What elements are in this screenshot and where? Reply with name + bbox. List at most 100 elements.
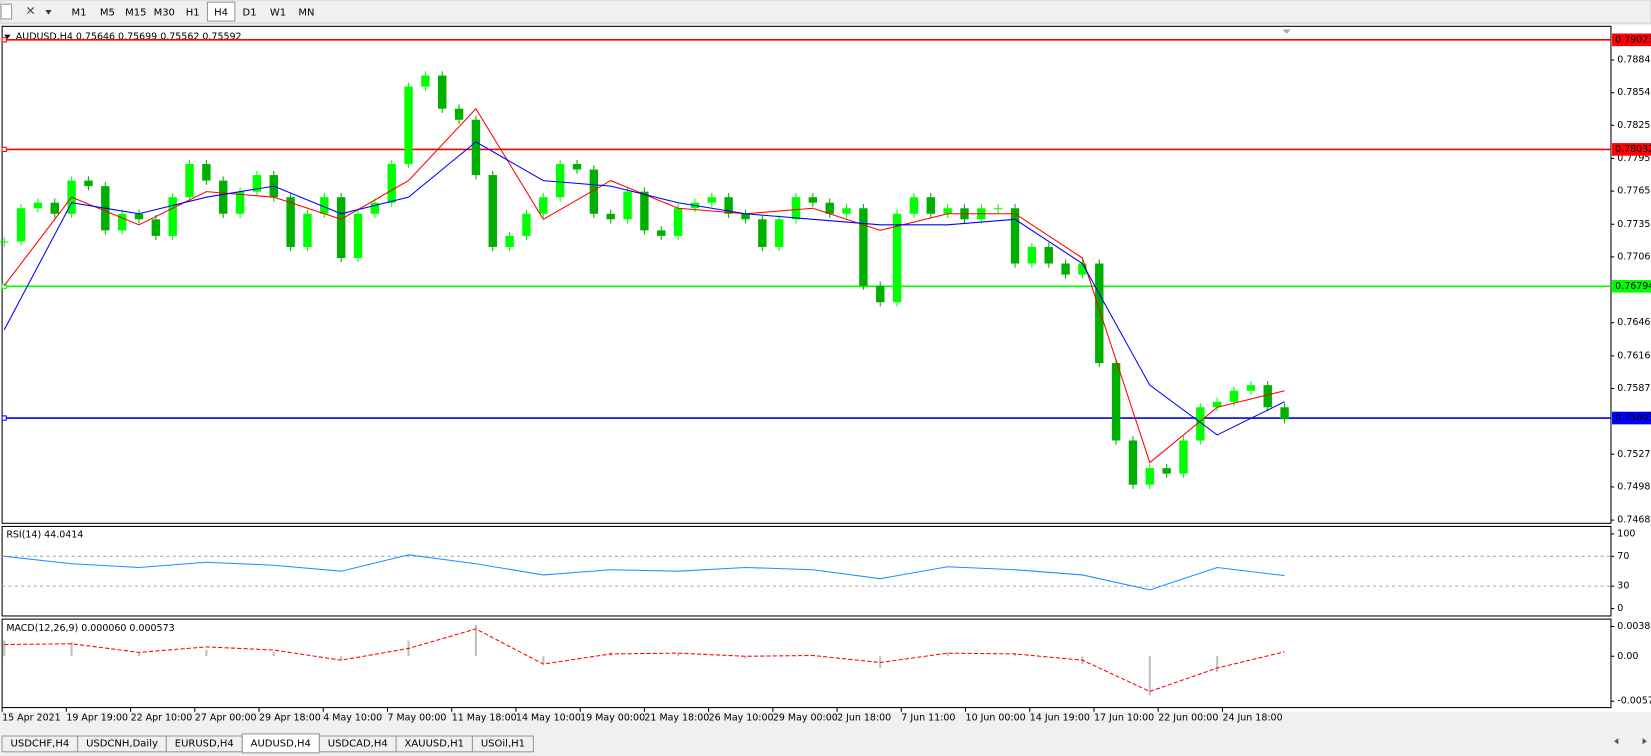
macd-title: MACD(12,26,9) 0.000060 0.000573 xyxy=(6,623,174,634)
level-label-box xyxy=(1612,279,1651,293)
candle xyxy=(1078,263,1087,275)
candle xyxy=(724,197,733,214)
timeframe-button[interactable]: M5 xyxy=(100,8,115,19)
symbol-marker xyxy=(4,34,11,39)
x-tick-label: 7 May 00:00 xyxy=(387,713,446,724)
tool-button[interactable] xyxy=(27,6,52,15)
candle xyxy=(320,197,329,214)
level-handle[interactable] xyxy=(1,37,7,43)
macd-bar xyxy=(1013,653,1017,657)
rsi-line xyxy=(4,554,1285,591)
macd-bar xyxy=(272,651,275,657)
macd-bar xyxy=(1148,656,1151,696)
candle xyxy=(909,197,919,214)
x-tick-label: 4 May 10:00 xyxy=(323,713,382,724)
timeframe-button[interactable]: D1 xyxy=(243,8,257,19)
y-tick-label: 70 xyxy=(1617,551,1629,562)
candle xyxy=(235,191,245,214)
y-tick-label: 0.75275 xyxy=(1617,449,1651,460)
macd-bar xyxy=(1216,656,1219,672)
chart-tab[interactable]: USOil,H1 xyxy=(481,738,525,749)
timeframe-button[interactable]: M1 xyxy=(71,8,86,19)
candle xyxy=(1044,246,1053,264)
candle xyxy=(1179,440,1188,474)
candle xyxy=(303,213,312,247)
candle xyxy=(1246,385,1256,391)
chart-tab[interactable]: USDCHF,H4 xyxy=(11,738,70,749)
price-title: AUDUSD,H4 0.75646 0.75699 0.75562 0.7559… xyxy=(16,31,242,42)
y-tick-label: 100 xyxy=(1617,528,1635,539)
x-tick-label: 14 Jun 19:00 xyxy=(1030,713,1090,724)
timeframe-button[interactable]: W1 xyxy=(270,8,286,19)
candle xyxy=(16,208,26,242)
candle xyxy=(993,208,1003,210)
timeframe-button[interactable]: M30 xyxy=(154,8,175,19)
tool-button[interactable] xyxy=(0,3,13,20)
candle xyxy=(1145,468,1155,485)
candle xyxy=(1061,263,1070,275)
candle xyxy=(606,213,615,220)
candle xyxy=(943,208,952,214)
timeframe-button[interactable]: H1 xyxy=(186,8,200,19)
candle xyxy=(454,108,464,120)
y-tick-label: 0.00 xyxy=(1617,651,1638,662)
candle xyxy=(808,197,818,203)
x-tick-label: 15 Apr 2021 xyxy=(2,713,61,724)
candle xyxy=(539,197,548,214)
chart-tab[interactable]: USDCNH,Daily xyxy=(86,738,158,749)
chart-tab-frame xyxy=(471,735,534,753)
candle xyxy=(657,230,666,236)
candle xyxy=(623,191,632,220)
price-panel xyxy=(1,25,1612,524)
x-tick-label: 2 Jun 18:00 xyxy=(837,713,891,724)
candle xyxy=(640,191,649,231)
chart-tab[interactable]: AUDUSD,H4 xyxy=(251,738,311,749)
level-label-box xyxy=(1612,143,1651,156)
level-handle[interactable] xyxy=(1,146,7,153)
candle xyxy=(758,219,767,247)
candle xyxy=(842,208,851,214)
chart-tab[interactable]: XAUUSD,H1 xyxy=(405,738,464,749)
level-handle[interactable] xyxy=(1,283,7,289)
candle xyxy=(1263,385,1272,408)
candle xyxy=(286,197,295,247)
timeframe-active xyxy=(206,1,236,22)
candle xyxy=(1196,407,1205,441)
candle xyxy=(50,202,59,214)
chart-tab[interactable]: EURUSD,H4 xyxy=(175,738,234,749)
timeframe-button[interactable]: H4 xyxy=(214,8,228,19)
candle xyxy=(134,213,144,220)
y-tick-label: 0.003808 xyxy=(1617,621,1651,632)
timeframe-button[interactable]: MN xyxy=(298,8,314,19)
macd-bar xyxy=(677,653,680,657)
candle xyxy=(202,164,211,181)
candle xyxy=(438,75,447,109)
macd-bar xyxy=(542,656,545,665)
timeframe-button[interactable]: M15 xyxy=(125,8,146,19)
x-tick-label: 29 May 00:00 xyxy=(773,713,838,724)
x-tick-label: 27 Apr 00:00 xyxy=(195,713,257,724)
candle xyxy=(168,197,177,236)
candle xyxy=(505,235,514,247)
level-label: 0.75603 xyxy=(1615,413,1651,424)
shift-marker xyxy=(1282,29,1291,34)
macd-bar xyxy=(137,652,141,657)
candle xyxy=(421,75,430,87)
candle xyxy=(741,213,750,220)
chart-tab[interactable]: USDCAD,H4 xyxy=(328,738,388,749)
candle xyxy=(1095,263,1104,364)
candle xyxy=(336,197,346,259)
candle xyxy=(1128,440,1138,485)
candle xyxy=(572,164,582,170)
candle xyxy=(404,86,413,165)
level-handle[interactable] xyxy=(1,415,7,421)
